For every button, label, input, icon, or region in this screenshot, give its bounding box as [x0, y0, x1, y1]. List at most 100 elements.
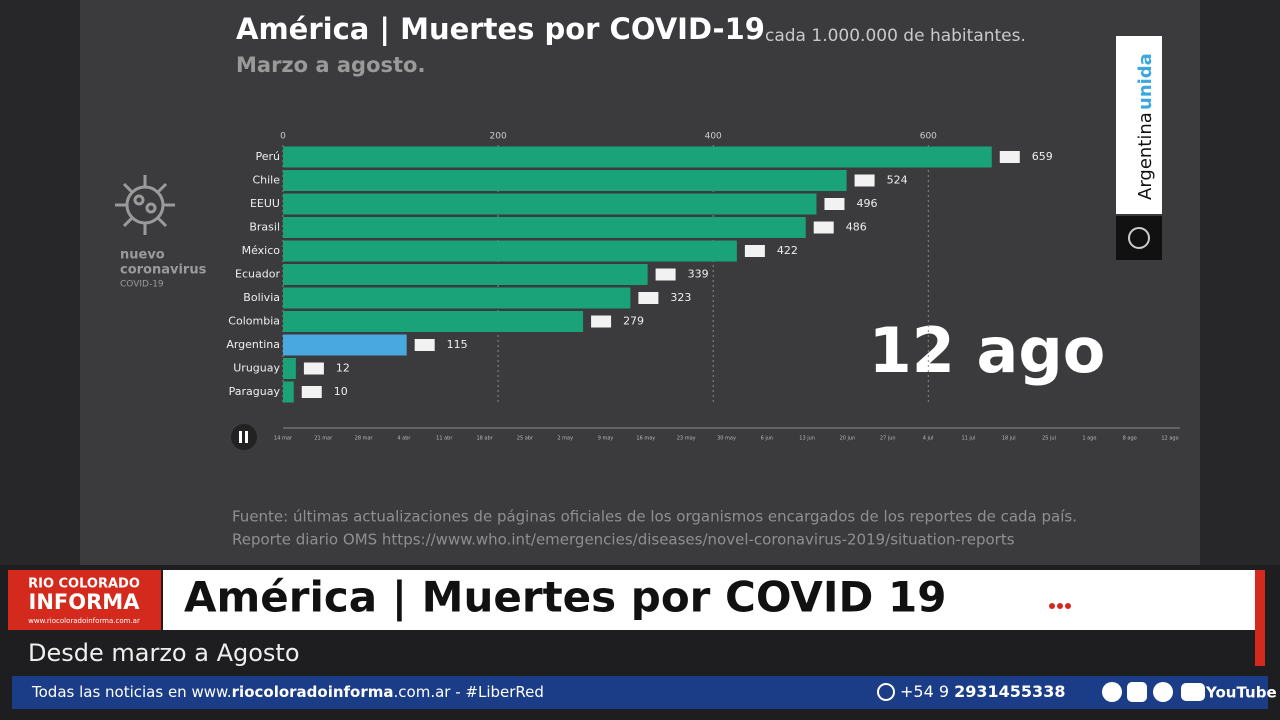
date-label: 12 ago: [869, 314, 1106, 387]
bar: [283, 287, 631, 309]
headline-box: [163, 570, 1255, 630]
y-tick-label: Paraguay: [229, 385, 281, 398]
pause-icon: [239, 431, 242, 443]
logo-line: nuevo: [120, 248, 165, 263]
timeline-label: 14 mar: [274, 436, 293, 442]
y-tick-label: México: [242, 244, 281, 257]
timeline-label: 8 ago: [1123, 436, 1137, 442]
x-tick-label: 0: [280, 132, 286, 142]
chart-title: América | Muertes por COVID-19: [236, 12, 765, 46]
bar: [283, 193, 817, 215]
flag: [591, 315, 612, 328]
timeline-label: 4 jul: [923, 436, 934, 442]
timeline-label: 16 may: [636, 436, 655, 442]
x-tick-label: 200: [490, 132, 507, 142]
timeline-label: 18 abr: [476, 436, 493, 442]
source: Fuente: últimas actualizaciones de págin…: [232, 508, 1077, 526]
flag: [824, 198, 845, 210]
timeline-label: 11 jul: [961, 436, 975, 442]
value-label: 339: [688, 268, 709, 281]
y-tick-label: Bolivia: [243, 291, 280, 304]
youtube-label: YouTube: [1205, 684, 1277, 702]
logo-line: coronavirus: [120, 263, 207, 278]
badge-word: unida: [1135, 53, 1156, 110]
ticker-suffix: .com.ar - #LiberRed: [394, 683, 544, 701]
value-label: 524: [887, 174, 908, 187]
x-tick-label: 600: [920, 132, 937, 142]
badge-emblem: [1116, 216, 1162, 260]
y-tick-label: EEUU: [250, 197, 280, 210]
flag: [744, 245, 765, 257]
y-tick-label: Chile: [252, 174, 280, 187]
whatsapp-icon: [877, 683, 895, 701]
timeline-label: 1 ago: [1082, 436, 1096, 442]
flag: [655, 268, 676, 281]
value-label: 323: [670, 291, 691, 304]
logo-text: RIO COLORADO: [28, 577, 140, 592]
value-label: 10: [334, 385, 348, 398]
x-tick-label: 400: [705, 132, 722, 142]
y-tick-label: Brasil: [249, 221, 280, 234]
ticker: [12, 676, 1268, 709]
headline: América | Muertes por COVID 19: [184, 573, 946, 622]
subheadline: Desde marzo a Agosto: [28, 639, 300, 667]
value-label: 115: [447, 338, 468, 351]
badge-word: Argentina: [1135, 112, 1156, 200]
timeline-label: 11 abr: [436, 436, 453, 442]
bar: [283, 311, 584, 332]
social-icons[interactable]: [1102, 682, 1205, 702]
timeline-label: 28 mar: [355, 436, 374, 442]
value-label: 12: [336, 362, 350, 375]
ticker-prefix: Todas las noticias en www.: [31, 683, 232, 701]
timeline-label: 27 jun: [880, 436, 896, 442]
phone-number: 2931455338: [954, 682, 1065, 701]
timeline-label: 23 may: [677, 436, 696, 442]
logo-text: INFORMA: [29, 590, 141, 614]
dots: [1049, 603, 1071, 609]
timeline-label: 21 mar: [314, 436, 333, 442]
y-tick-label: Colombia: [228, 315, 280, 328]
emblem: [1128, 227, 1150, 249]
pause-button[interactable]: [231, 424, 257, 450]
flag: [303, 362, 324, 375]
flag: [813, 221, 834, 234]
value-label: 422: [777, 244, 798, 257]
title-note: cada 1.000.000 de habitantes.: [765, 26, 1026, 46]
timeline-label: 30 may: [717, 436, 736, 442]
subtitle: Marzo a agosto.: [236, 53, 425, 77]
bar: [283, 240, 737, 262]
flag: [414, 339, 435, 351]
timeline-label: 18 jul: [1002, 436, 1016, 442]
bar: [283, 264, 648, 285]
channel-logo: [8, 570, 161, 630]
flag: [301, 386, 322, 398]
bar: [283, 217, 806, 238]
value-label: 659: [1032, 150, 1053, 163]
bar: [283, 358, 296, 379]
value-label: 496: [856, 197, 877, 210]
flag: [999, 151, 1020, 163]
y-tick-label: Ecuador: [235, 268, 280, 281]
value-label: 279: [623, 315, 644, 328]
phone-prefix: +54 9: [900, 682, 949, 701]
flag: [638, 292, 659, 304]
timeline-label: 20 jun: [840, 436, 856, 442]
badge: [1116, 36, 1162, 214]
timeline-label: 4 abr: [397, 436, 411, 442]
flag: [854, 174, 875, 187]
timeline-label: 13 jun: [799, 436, 815, 442]
bar: [283, 381, 294, 403]
y-tick-label: Perú: [255, 150, 280, 163]
pause-icon: [245, 431, 248, 443]
timeline-label: 12 ago: [1161, 436, 1178, 442]
timeline-label: 6 jun: [761, 436, 774, 442]
source: Reporte diario OMS https://www.who.int/e…: [232, 531, 1015, 549]
bar: [283, 170, 847, 191]
y-tick-label: Argentina: [226, 338, 280, 351]
phone: +54 9 2931455338: [900, 682, 1065, 701]
timeline-label: 9 may: [598, 436, 614, 442]
y-tick-label: Uruguay: [233, 362, 280, 375]
accent-bar: [1255, 570, 1265, 666]
virus-icon: [115, 175, 175, 235]
